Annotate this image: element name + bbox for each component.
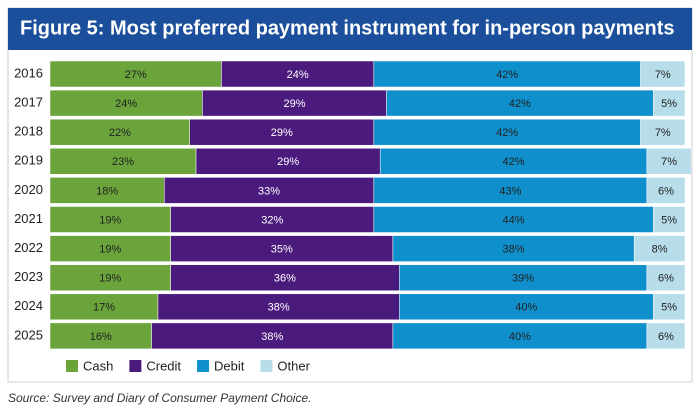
- bar-segment: [653, 293, 686, 321]
- value-label: 17%: [93, 302, 115, 314]
- y-tick-label: 2019: [14, 153, 43, 168]
- bar-segment: [49, 148, 197, 175]
- value-label: 42%: [503, 156, 525, 168]
- value-label: 33%: [258, 185, 280, 197]
- y-tick-label: 2017: [14, 95, 43, 110]
- value-label: 6%: [658, 185, 674, 197]
- legend-swatch: [260, 360, 273, 372]
- value-label: 40%: [515, 302, 537, 314]
- bar-segment: [202, 89, 387, 117]
- value-label: 43%: [499, 185, 521, 197]
- chart-title: Figure 5: Most preferred payment instrum…: [20, 17, 675, 39]
- bar-segment: [633, 235, 686, 262]
- y-tick-label: 2024: [14, 298, 43, 313]
- value-label: 5%: [661, 302, 677, 314]
- value-label: 24%: [115, 98, 137, 110]
- value-label: 19%: [99, 273, 121, 285]
- value-label: 42%: [496, 127, 518, 139]
- value-label: 7%: [655, 69, 671, 81]
- bar-segment: [221, 60, 375, 88]
- value-label: 8%: [652, 244, 668, 256]
- value-label: 29%: [271, 127, 293, 139]
- bar-segment: [646, 177, 686, 204]
- y-tick-label: 2020: [14, 182, 43, 197]
- bar-segment: [170, 206, 375, 233]
- value-label: 38%: [503, 244, 525, 256]
- bar-segment: [49, 293, 159, 321]
- bar-segment: [373, 118, 641, 146]
- y-tick-label: 2025: [14, 327, 43, 342]
- bar-segment: [49, 89, 203, 117]
- bar-segment: [646, 148, 692, 175]
- bar-segment: [653, 206, 686, 233]
- bar-segment: [49, 60, 222, 88]
- value-label: 27%: [125, 69, 147, 81]
- bar-segment: [379, 148, 648, 175]
- value-label: 42%: [496, 69, 518, 81]
- bar-segment: [399, 293, 654, 321]
- legend-label: Cash: [83, 358, 113, 373]
- value-label: 6%: [658, 273, 674, 285]
- bar-segment: [49, 206, 171, 233]
- bar-segment: [386, 89, 654, 117]
- source-note: Source: Survey and Diary of Consumer Pay…: [8, 391, 311, 405]
- bar-segment: [646, 322, 686, 350]
- bar-segment: [49, 118, 190, 146]
- bar-segment: [640, 60, 686, 88]
- value-label: 40%: [509, 331, 531, 343]
- bar-segment: [392, 322, 648, 350]
- legend-label: Other: [277, 358, 310, 373]
- value-label: 38%: [261, 331, 283, 343]
- y-tick-label: 2016: [14, 65, 43, 80]
- bar-segment: [170, 235, 394, 262]
- value-label: 36%: [274, 273, 296, 285]
- value-label: 42%: [509, 98, 531, 110]
- title-banner: [8, 8, 692, 50]
- value-label: 18%: [96, 185, 118, 197]
- value-label: 38%: [268, 302, 290, 314]
- legend-label: Debit: [214, 358, 245, 373]
- bar-segment: [49, 177, 165, 204]
- value-label: 44%: [503, 214, 525, 226]
- bar-segment: [373, 60, 641, 88]
- y-tick-label: 2021: [14, 211, 43, 226]
- y-tick-label: 2018: [14, 124, 43, 139]
- value-label: 19%: [99, 244, 121, 256]
- value-label: 16%: [90, 331, 112, 343]
- legend-label: Credit: [146, 358, 181, 373]
- legend-swatch: [66, 360, 78, 372]
- legend-swatch: [129, 360, 142, 372]
- value-label: 5%: [661, 98, 677, 110]
- bar-segment: [49, 322, 152, 350]
- bar-segment: [164, 177, 375, 204]
- value-label: 24%: [287, 69, 309, 81]
- bar-segment: [646, 264, 686, 291]
- value-label: 7%: [661, 156, 677, 168]
- value-label: 7%: [655, 127, 671, 139]
- value-label: 5%: [661, 214, 677, 226]
- bar-segment: [151, 322, 394, 350]
- value-label: 32%: [261, 214, 283, 226]
- y-tick-label: 2022: [14, 240, 43, 255]
- value-label: 35%: [271, 244, 293, 256]
- value-label: 29%: [283, 98, 305, 110]
- value-label: 29%: [277, 156, 299, 168]
- bar-segment: [373, 177, 648, 204]
- value-label: 22%: [109, 127, 131, 139]
- bar-segment: [392, 235, 635, 262]
- y-tick-label: 2023: [14, 269, 43, 284]
- value-label: 19%: [99, 214, 121, 226]
- bar-segment: [170, 264, 400, 291]
- bar-segment: [653, 89, 686, 117]
- value-label: 39%: [512, 273, 534, 285]
- bar-segment: [640, 118, 686, 146]
- value-label: 6%: [658, 331, 674, 343]
- legend-swatch: [197, 360, 210, 372]
- bar-segment: [195, 148, 381, 175]
- bar-segment: [157, 293, 400, 321]
- value-label: 23%: [112, 156, 134, 168]
